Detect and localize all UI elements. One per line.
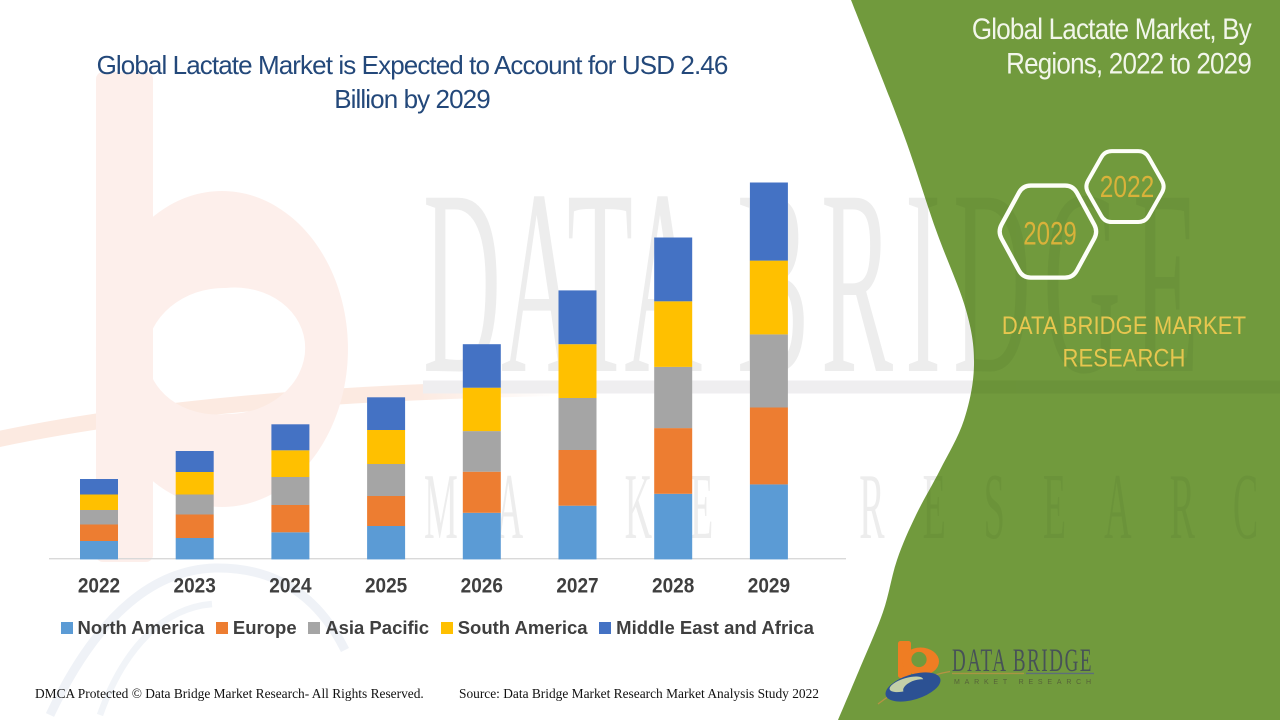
svg-text:MARKET RESEARCH: MARKET RESEARCH: [954, 679, 1096, 686]
svg-text:DATA BRIDGE: DATA BRIDGE: [952, 642, 1093, 679]
